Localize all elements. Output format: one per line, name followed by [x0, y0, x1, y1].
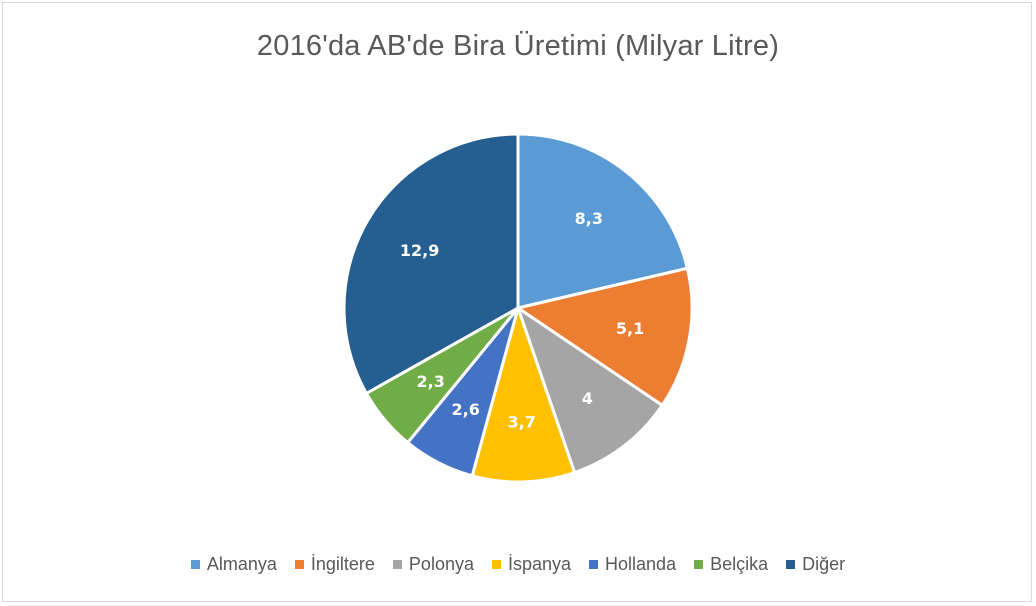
- legend-label: Diğer: [802, 553, 846, 574]
- legend-item-ispanya: İspanya: [491, 553, 572, 575]
- legend-label: Hollanda: [605, 553, 677, 574]
- pie-slice-ispanya: [470, 302, 577, 484]
- pie-slice-ingiltere: [514, 266, 694, 408]
- legend-label: İngiltere: [310, 553, 375, 574]
- data-label-polonya: 4: [582, 389, 593, 408]
- data-label-belcika: 2,3: [417, 372, 445, 391]
- legend-item-polonya: Polonya: [392, 553, 474, 575]
- legend-item-belcika: Belçika: [694, 554, 768, 575]
- legend-swatch: [694, 559, 704, 569]
- data-label-hollanda: 2,6: [452, 400, 480, 419]
- legend-swatch: [491, 559, 501, 569]
- legend: Almanya İngiltere Polonya İspanya Hollanda Be…: [0, 551, 1036, 577]
- legend-swatch: [786, 559, 796, 569]
- legend-swatch: [294, 559, 304, 569]
- legend-label: Almanya: [206, 553, 277, 574]
- data-label-diger: 12,9: [400, 241, 439, 260]
- chart-title: 2016'da AB'de Bira Üretimi (Milyar Litre…: [256, 30, 780, 62]
- legend-item-diger: Diğer: [786, 554, 845, 575]
- legend-label: Polonya: [408, 553, 474, 574]
- legend-label: Belçika: [710, 553, 769, 574]
- pie-slice-polonya: [515, 304, 665, 475]
- legend-swatch: [392, 559, 402, 569]
- data-label-almanya: 8,3: [575, 209, 603, 228]
- legend-item-hollanda: Hollanda: [589, 554, 676, 575]
- legend-swatch: [589, 559, 599, 569]
- legend-item-almanya: Almanya: [190, 553, 277, 575]
- pie-slice-almanya: [516, 132, 690, 310]
- legend-label: İspanya: [507, 553, 572, 574]
- pie-slice-diger: [342, 132, 520, 396]
- legend-item-ingiltere: İngiltere: [294, 553, 375, 575]
- data-label-ingiltere: 5,1: [616, 319, 644, 338]
- legend-swatch: [190, 559, 200, 569]
- data-label-ispanya: 3,7: [508, 412, 536, 431]
